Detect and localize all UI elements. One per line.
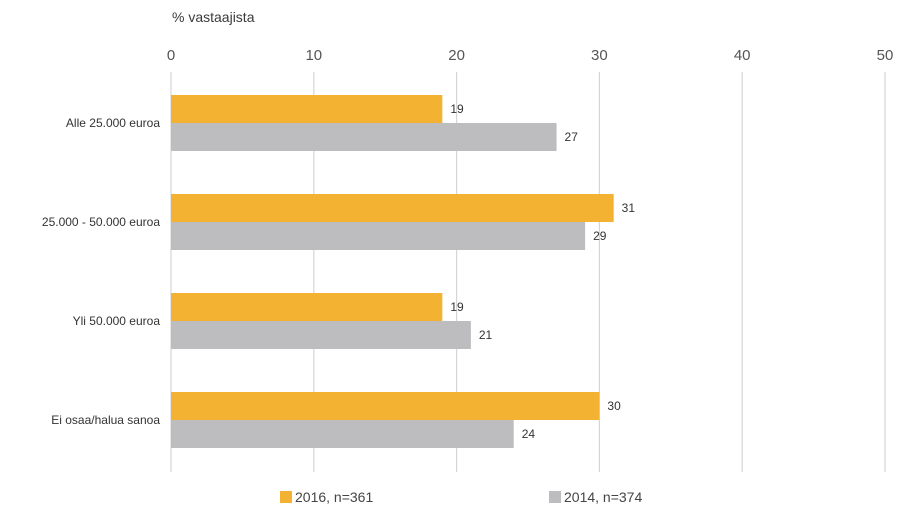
bar-2014 xyxy=(171,222,586,250)
bar-2016 xyxy=(171,392,600,420)
legend: 2016, n=361 2014, n=374 xyxy=(280,489,642,505)
data-label: 24 xyxy=(522,427,536,441)
legend-swatch-2014 xyxy=(549,491,561,503)
x-tick-label: 10 xyxy=(305,47,322,64)
axis-title: % vastaajista xyxy=(172,9,255,25)
bar-2014 xyxy=(171,321,471,349)
data-label: 30 xyxy=(607,399,621,413)
bar-2014 xyxy=(171,123,557,151)
x-tick-label: 20 xyxy=(448,47,465,64)
x-tick-label: 40 xyxy=(734,47,751,64)
category-label: Ei osaa/halua sanoa xyxy=(51,413,160,427)
bar-2016 xyxy=(171,293,443,321)
data-label: 21 xyxy=(479,328,493,342)
data-label: 19 xyxy=(450,300,464,314)
category-label: Yli 50.000 euroa xyxy=(73,314,161,328)
category-label: 25.000 - 50.000 euroa xyxy=(42,215,160,229)
legend-label-2014: 2014, n=374 xyxy=(564,489,642,505)
x-tick-label: 50 xyxy=(877,47,894,64)
x-tick-labels: 0 10 20 30 40 50 xyxy=(167,47,894,64)
category-label: Alle 25.000 euroa xyxy=(66,116,160,130)
data-label: 27 xyxy=(565,130,579,144)
bar-2014 xyxy=(171,420,514,448)
bar-2016 xyxy=(171,95,443,123)
x-tick-label: 0 xyxy=(167,47,175,64)
legend-label-2016: 2016, n=361 xyxy=(295,489,373,505)
legend-swatch-2016 xyxy=(280,491,292,503)
bars xyxy=(171,95,614,448)
data-labels: 19 27 31 29 19 21 30 24 xyxy=(450,102,635,441)
category-labels: Alle 25.000 euroa 25.000 - 50.000 euroa Yl… xyxy=(42,116,160,427)
data-label: 29 xyxy=(593,229,607,243)
data-label: 31 xyxy=(622,201,636,215)
x-tick-label: 30 xyxy=(591,47,608,64)
data-label: 19 xyxy=(450,102,464,116)
bar-2016 xyxy=(171,194,614,222)
